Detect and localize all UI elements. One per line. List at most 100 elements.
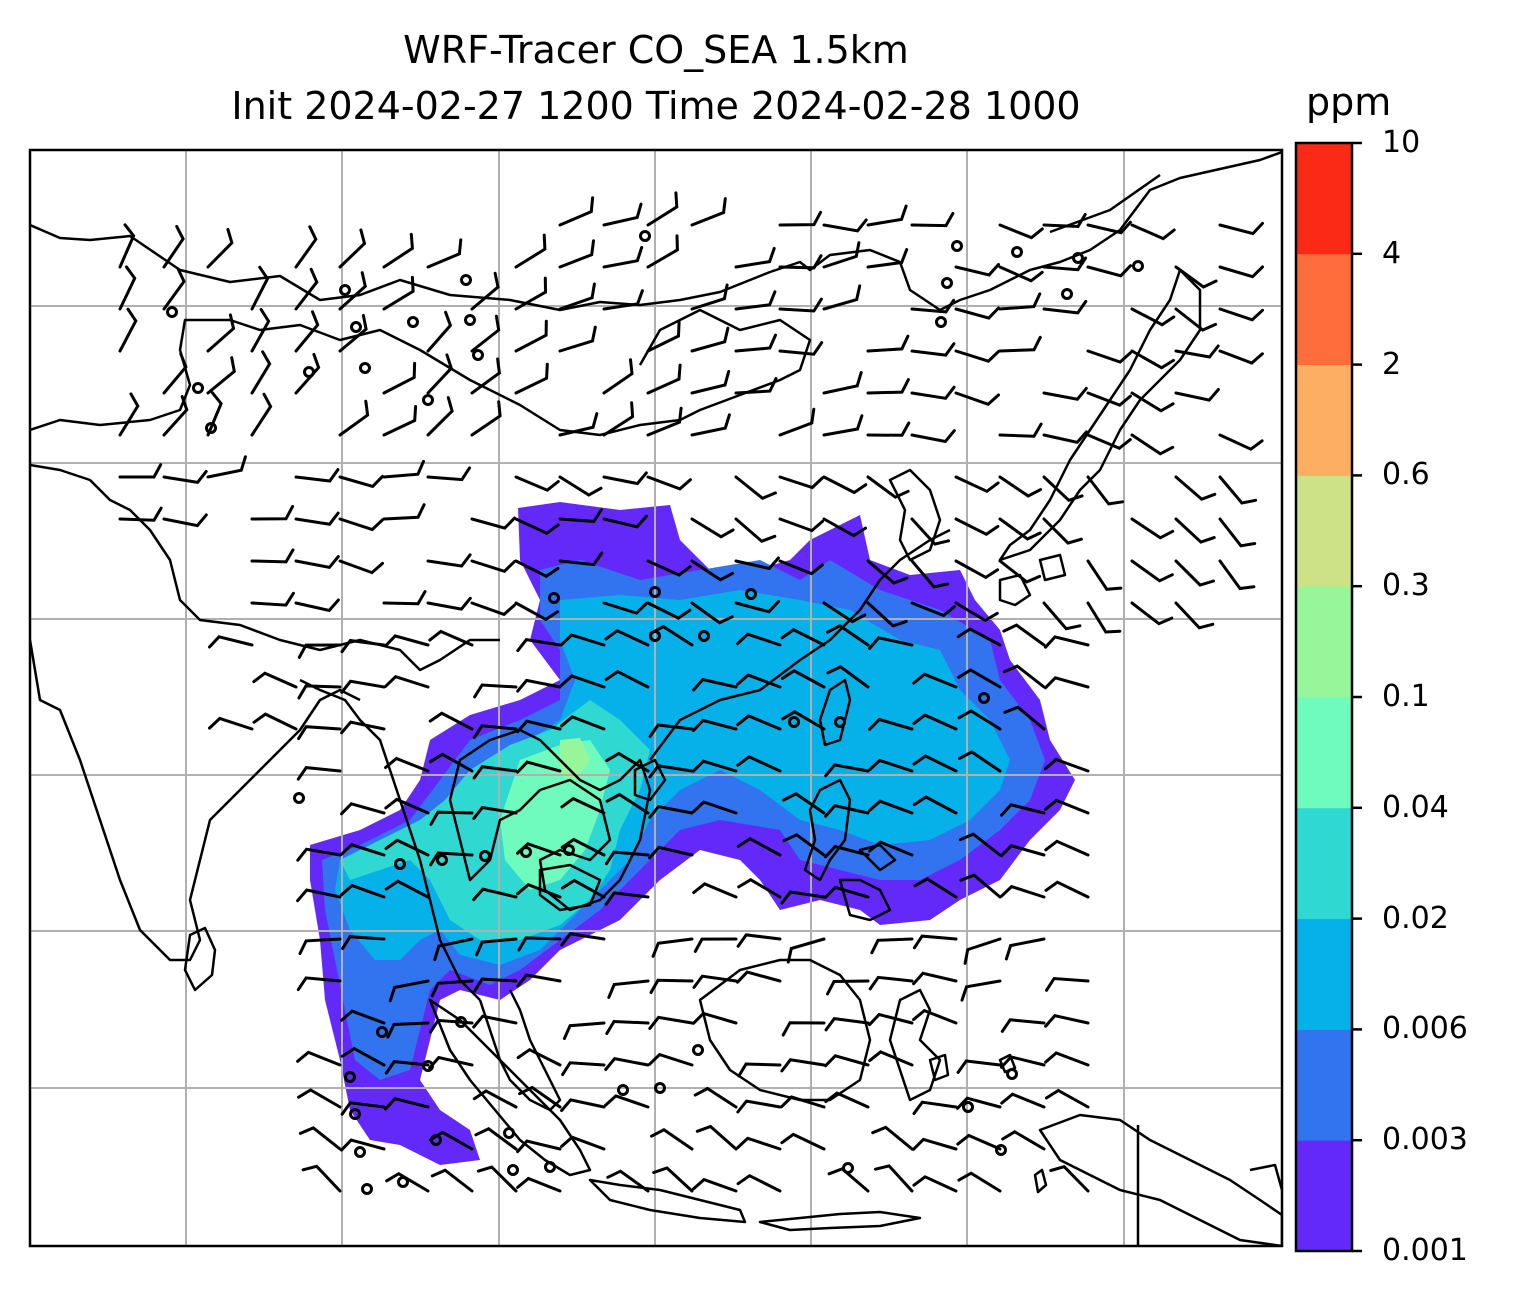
- wind-barb: [648, 1015, 694, 1030]
- wind-barb: [250, 548, 295, 564]
- colorbar-unit-label: ppm: [1306, 80, 1392, 124]
- colorbar-tick-label: 2: [1382, 346, 1402, 382]
- colorbar-tick-label: 0.6: [1382, 457, 1430, 493]
- wind-barb: [252, 712, 298, 731]
- wind-barb: [1086, 433, 1132, 451]
- wind-barb: [1042, 475, 1084, 503]
- wind-barb: [384, 675, 430, 689]
- wind-barb: [558, 282, 596, 311]
- wind-barb: [476, 1165, 518, 1193]
- wind-barb: [1000, 1092, 1046, 1109]
- wind-barb: [516, 678, 562, 693]
- wind-barb: [162, 352, 188, 395]
- wind-barb: [690, 413, 731, 437]
- wind-barb: [296, 1050, 342, 1067]
- calm-wind-marker: [394, 858, 406, 870]
- wind-barb: [695, 1124, 738, 1151]
- colorbar-bin: [1296, 143, 1352, 255]
- wind-barb: [1002, 664, 1046, 689]
- wind-barb: [692, 718, 738, 732]
- wind-barb: [824, 1091, 870, 1109]
- wind-barb: [250, 265, 270, 311]
- wind-barb: [1130, 517, 1175, 540]
- wind-barb: [868, 1012, 914, 1027]
- wind-barb: [866, 475, 910, 499]
- wind-barb: [1003, 705, 1046, 731]
- calm-wind-marker: [962, 1101, 974, 1113]
- wind-barb: [910, 385, 956, 400]
- wind-barb: [910, 429, 956, 444]
- wind-barb: [384, 838, 430, 857]
- wind-barb: [340, 1046, 386, 1067]
- wind-barb: [734, 475, 777, 501]
- wind-barb: [558, 551, 604, 567]
- wind-barb: [607, 979, 650, 999]
- wind-barb: [690, 517, 735, 539]
- wind-barb: [1086, 601, 1122, 634]
- wind-barb: [162, 224, 185, 269]
- wind-barb: [470, 357, 502, 395]
- wind-barb: [866, 204, 908, 227]
- wind-barb: [602, 401, 635, 437]
- wind-barb: [301, 1164, 342, 1193]
- wind-barb: [474, 1127, 518, 1151]
- calm-wind-marker: [166, 306, 178, 318]
- wind-barb: [429, 851, 474, 867]
- wind-barb: [430, 979, 474, 998]
- calm-wind-marker: [1011, 246, 1023, 258]
- wind-barb: [736, 933, 782, 948]
- wind-barb: [737, 1062, 782, 1078]
- wind-barb: [826, 624, 870, 647]
- wind-barb: [786, 937, 826, 964]
- calm-wind-marker: [464, 314, 476, 326]
- wind-barb: [868, 1050, 914, 1067]
- wind-barb: [874, 1164, 914, 1193]
- wind-barb: [824, 844, 870, 859]
- wind-barb: [957, 709, 1002, 731]
- wind-barb: [298, 1126, 342, 1151]
- wind-barb: [912, 1137, 958, 1151]
- wind-barb: [426, 553, 472, 568]
- wind-barb: [822, 284, 862, 311]
- wind-barb: [296, 976, 342, 992]
- wind-barb: [298, 937, 342, 955]
- wind-barb: [910, 517, 950, 546]
- wind-barb: [472, 805, 518, 820]
- wind-barb: [206, 227, 234, 269]
- wind-barb: [384, 634, 430, 648]
- wind-barb: [1174, 344, 1220, 359]
- wind-barb: [824, 763, 870, 778]
- calm-wind-marker: [544, 1161, 556, 1173]
- calm-wind-marker: [407, 316, 419, 328]
- wind-barb: [866, 601, 908, 628]
- wind-barb: [734, 377, 778, 395]
- wind-barb: [780, 1132, 826, 1151]
- colorbar-bin: [1296, 475, 1352, 587]
- wind-barb: [1174, 601, 1215, 630]
- wind-barb: [782, 833, 826, 857]
- wind-barb: [998, 422, 1043, 438]
- wind-barb: [297, 684, 342, 700]
- colorbar-bin: [1296, 586, 1352, 698]
- wind-barb: [690, 601, 734, 625]
- wind-barb: [297, 725, 342, 741]
- wind-barb: [1130, 349, 1175, 370]
- wind-barb: [736, 632, 782, 647]
- wind-barb: [473, 977, 518, 993]
- wind-barb: [604, 628, 650, 647]
- wind-barb: [1044, 1014, 1090, 1028]
- wind-barb: [646, 475, 692, 491]
- wind-barb: [1044, 798, 1090, 815]
- wind-barb: [162, 395, 189, 437]
- wind-barb: [913, 877, 958, 899]
- wind-barb: [206, 356, 236, 395]
- wind-barb: [606, 1169, 650, 1193]
- wind-barb: [558, 412, 599, 437]
- wind-barb: [954, 475, 1000, 494]
- wind-barb: [426, 310, 453, 353]
- concentration-region: [500, 740, 610, 890]
- wind-barb: [560, 878, 606, 899]
- wind-barb: [604, 1094, 650, 1109]
- wind-barb: [692, 677, 738, 692]
- wind-barb: [605, 1019, 650, 1035]
